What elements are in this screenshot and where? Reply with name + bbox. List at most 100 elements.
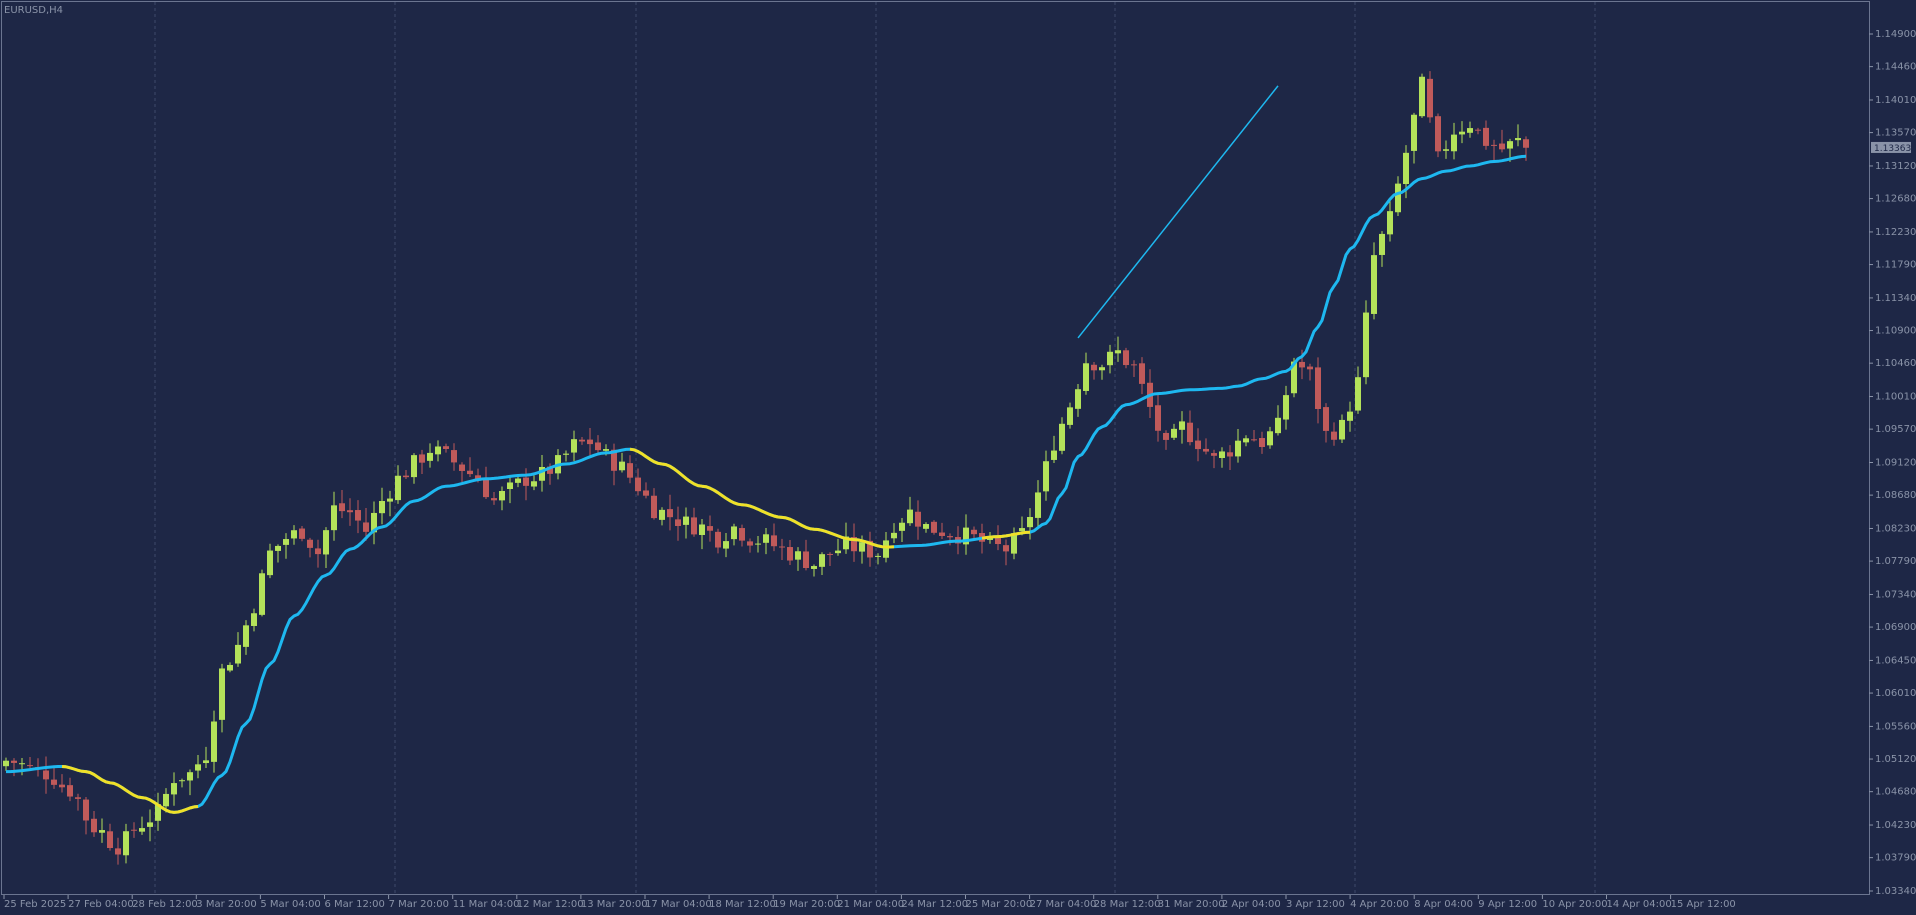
candle-bear [1155,405,1161,431]
x-tick-label: 18 Mar 12:00 [709,899,776,910]
candle-bear [1091,364,1097,371]
candle-bear [1203,448,1209,452]
candle-bull [1115,350,1121,354]
x-tick-label: 6 Mar 12:00 [325,899,385,910]
candle-bear [443,446,449,449]
candle-bear [1227,452,1233,457]
candle-bear [91,818,97,833]
candle-bull [195,764,201,771]
x-tick-label: 8 Apr 04:00 [1414,899,1473,910]
candle-bull [379,501,385,514]
candle-bear [363,522,369,532]
candle-bull [875,555,881,557]
candle-bear [1331,431,1337,440]
x-tick-label: 25 Mar 20:00 [966,899,1033,910]
y-tick-label: 1.14900 [1875,29,1916,40]
candle-bull [1051,450,1057,460]
candle-bear [867,540,873,558]
candle-bear [747,541,753,546]
candle-bull [883,540,889,558]
candle-bull [1411,114,1417,151]
candle-bull [507,482,513,490]
candle-bear [347,510,353,513]
candle-bull [19,763,25,765]
candle-bull [1179,421,1185,430]
candle-bull [1395,183,1401,213]
candle-bull [659,509,665,520]
candle-bull [1043,461,1049,492]
candle-bull [1371,255,1377,314]
candle-bull [723,541,729,549]
candle-bear [915,511,921,527]
current-price-tag-background [1871,141,1911,153]
candle-bear [547,466,553,474]
candle-bull [1099,367,1105,371]
candle-bear [587,439,593,445]
candle-bull [907,509,913,524]
candle-bear [1307,366,1313,370]
candle-bull [155,804,161,821]
candle-bull [811,566,817,569]
x-tick-label: 24 Mar 12:00 [901,899,968,910]
candle-bear [1315,367,1321,410]
y-tick-label: 1.14010 [1875,95,1916,106]
y-tick-label: 1.07790 [1875,556,1916,567]
candle-bear [771,535,777,547]
candle-bull [163,793,169,807]
candle-bear [51,779,57,785]
candle-bull [1419,76,1425,117]
candle-bear [1211,453,1217,456]
candle-bull [1339,419,1345,440]
candle-bear [43,770,49,780]
candle-bear [355,510,361,521]
candle-bear [667,509,673,518]
candle-bear [1475,129,1481,131]
x-tick-label: 31 Mar 20:00 [1158,899,1225,910]
candle-bear [27,765,33,767]
moving-average-falling-segment [629,447,895,549]
candle-bull [235,644,241,664]
candle-bear [1491,144,1497,146]
candle-bull [899,522,905,531]
indicators [6,85,1527,814]
candle-bull [219,668,225,720]
price-axis[interactable]: 1.14900 1.14460 1.14010 1.13570 1.13120 1.126… [1869,29,1916,897]
candle-bull [1347,411,1353,421]
candle-bull [3,760,9,767]
x-tick-label: 4 Apr 20:00 [1350,899,1409,910]
candle-bull [1443,149,1449,151]
candle-bear [299,528,305,539]
candle-bull [243,625,249,647]
candle-bull [1235,440,1241,457]
x-tick-label: 25 Feb 2025 [4,899,66,910]
x-tick-label: 27 Feb 04:00 [68,899,134,910]
y-tick-label: 1.03340 [1875,886,1916,897]
candle-bull [539,467,545,481]
candle-bear [475,475,481,481]
candle-bear [691,517,697,535]
candle-bull [1291,361,1297,394]
candle-bull [1243,438,1249,443]
candle-bear [491,498,497,501]
y-tick-label: 1.10900 [1875,326,1916,337]
x-tick-label: 19 Mar 20:00 [773,899,840,910]
candle-bear [419,454,425,463]
candle-bull [1387,211,1393,235]
candle-bear [707,526,713,531]
candle-bear [995,537,1001,545]
candles [3,71,1529,865]
candle-bull [259,573,265,615]
candle-bull [1515,138,1521,141]
candle-bull [99,830,105,833]
candle-bull [187,772,193,781]
candle-bear [939,532,945,536]
candle-bull [275,545,281,551]
candle-bear [1435,116,1441,152]
candle-bull [331,505,337,531]
candle-bear [115,848,121,855]
candle-bull [1355,377,1361,411]
x-tick-label: 14 Apr 04:00 [1607,899,1672,910]
candle-bull [603,449,609,451]
